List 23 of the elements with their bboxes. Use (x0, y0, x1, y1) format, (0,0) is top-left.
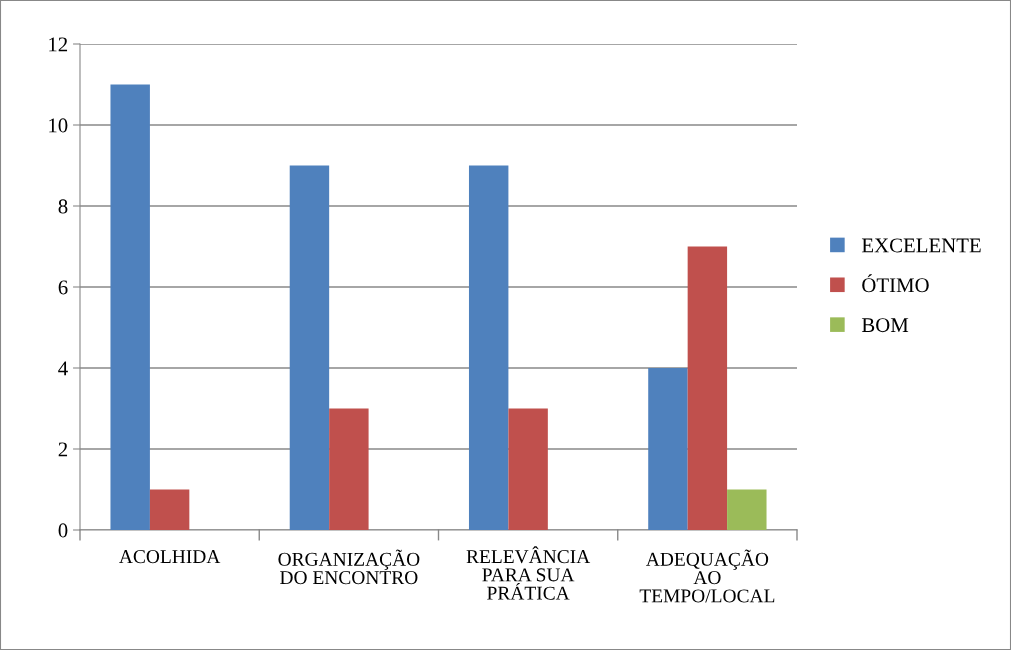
x-tick-label: ACOLHIDA (119, 550, 221, 564)
bar (648, 368, 688, 530)
bar (289, 165, 330, 530)
y-tick-label: 8 (58, 199, 68, 214)
bar (149, 489, 190, 530)
bar (687, 246, 728, 530)
bar (727, 489, 767, 530)
y-tick-label: 6 (58, 280, 68, 295)
y-tick-label: 4 (58, 361, 68, 376)
bar (508, 408, 548, 530)
y-tick-label: 0 (58, 523, 68, 538)
legend-label: EXCELENTE (861, 238, 981, 253)
x-tick-label: RELEVÂNCIA PARA SUA PRÁTICA (466, 546, 591, 600)
y-tick-label: 10 (49, 118, 68, 133)
bar (110, 84, 150, 530)
legend-label: BOM (861, 318, 909, 333)
y-tick-label: 12 (49, 37, 68, 52)
legend-label: ÓTIMO (862, 274, 929, 293)
y-tick-label: 2 (58, 442, 68, 457)
bar (329, 408, 369, 530)
x-tick-label: ORGANIZAÇÃO DO ENCONTRO (278, 549, 420, 585)
x-tick-label: ADEQUAÇÃO AO TEMPO/LOCAL (639, 549, 775, 603)
bar (468, 165, 509, 530)
